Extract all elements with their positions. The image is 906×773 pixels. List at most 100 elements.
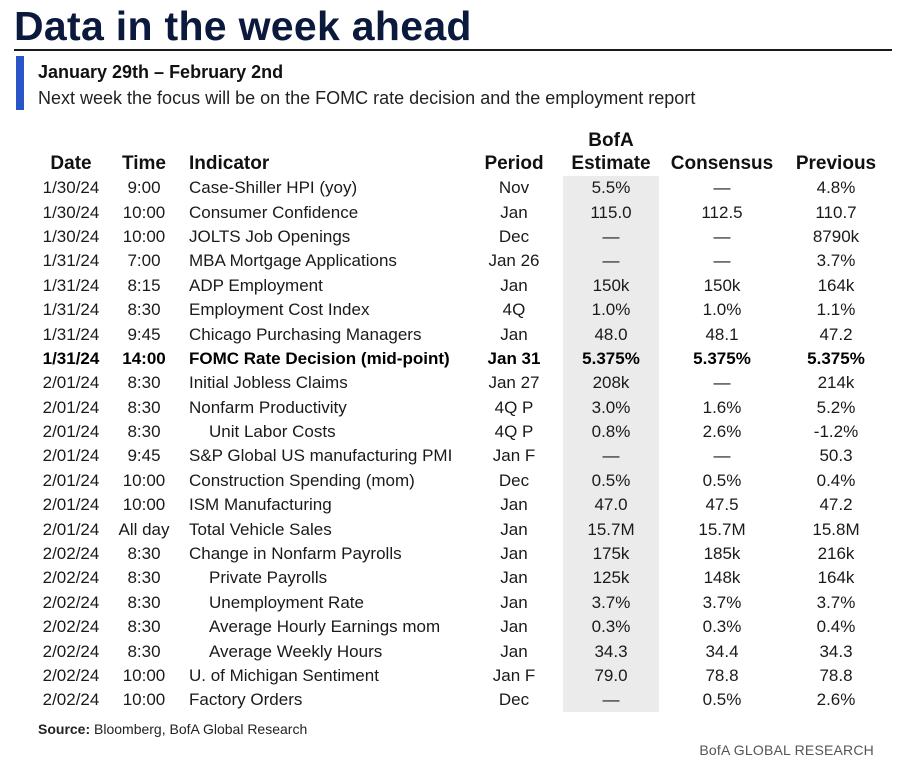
column-gap bbox=[550, 542, 560, 566]
header-consensus: Consensus bbox=[670, 153, 774, 174]
consensus-cell: 1.6% bbox=[702, 397, 742, 417]
estimate-cell: 34.3 bbox=[594, 641, 628, 661]
column-gap bbox=[102, 298, 114, 322]
date-cell: 1/30/24 bbox=[42, 178, 100, 198]
consensus-cell: — bbox=[713, 251, 731, 271]
table-row: 2/02/24 8:30 Average Hourly Earnings mom Ja… bbox=[0, 615, 884, 639]
date-range-subtitle: January 29th – February 2nd bbox=[38, 62, 284, 82]
date-cell: 2/02/24 bbox=[42, 544, 100, 564]
period-cell: Jan bbox=[500, 568, 528, 588]
date-cell: 2/01/24 bbox=[42, 373, 100, 393]
header-estimate: BofA Estimate bbox=[560, 129, 662, 175]
date-cell: 1/30/24 bbox=[42, 226, 100, 246]
estimate-cell: 0.8% bbox=[591, 422, 631, 442]
indicator-cell: JOLTS Job Openings bbox=[189, 226, 351, 246]
column-gap bbox=[550, 517, 560, 541]
column-gap bbox=[174, 615, 189, 639]
brand-footer: BofA GLOBAL RESEARCH bbox=[699, 742, 874, 758]
column-gap bbox=[0, 396, 40, 420]
indicator-cell: Factory Orders bbox=[189, 690, 303, 710]
indicator-cell: Average Weekly Hours bbox=[209, 641, 383, 661]
consensus-cell: 34.4 bbox=[705, 641, 739, 661]
consensus-cell: — bbox=[713, 226, 731, 246]
table-row: 2/01/24 8:30 Nonfarm Productivity 4Q P 3.0% 1… bbox=[0, 396, 884, 420]
time-cell: 8:30 bbox=[127, 592, 161, 612]
period-cell: Dec bbox=[498, 226, 530, 246]
time-cell: 9:00 bbox=[127, 178, 161, 198]
time-cell: 7:00 bbox=[127, 251, 161, 271]
estimate-cell: — bbox=[602, 690, 620, 710]
column-gap bbox=[102, 176, 114, 200]
source-label: Source: bbox=[38, 721, 91, 737]
period-cell: Jan bbox=[500, 617, 528, 637]
time-cell: 8:30 bbox=[127, 568, 161, 588]
column-gap bbox=[102, 566, 114, 590]
indicator-cell: Case-Shiller HPI (yoy) bbox=[189, 178, 358, 198]
column-gap bbox=[0, 225, 40, 249]
column-gap bbox=[550, 591, 560, 615]
previous-cell: 0.4% bbox=[816, 617, 856, 637]
column-gap bbox=[774, 444, 788, 468]
period-cell: Jan 31 bbox=[487, 348, 541, 368]
column-gap bbox=[174, 249, 189, 273]
column-gap bbox=[550, 444, 560, 468]
period-cell: Jan bbox=[500, 544, 528, 564]
column-gap bbox=[550, 225, 560, 249]
date-cell: 2/01/24 bbox=[42, 397, 100, 417]
date-cell: 1/31/24 bbox=[42, 251, 100, 271]
table-header: Date Time Indicator Period BofA Estimate… bbox=[0, 125, 906, 177]
previous-cell: 164k bbox=[817, 568, 855, 588]
time-cell: 8:30 bbox=[127, 397, 161, 417]
consensus-cell: 112.5 bbox=[701, 202, 743, 222]
table-row: 1/30/24 10:00 JOLTS Job Openings Dec — — 8790k bbox=[0, 225, 884, 249]
table-row: 2/02/24 10:00 Factory Orders Dec — 0.5% 2.6% bbox=[0, 688, 884, 712]
column-gap bbox=[662, 688, 670, 712]
estimate-cell: 1.0% bbox=[591, 300, 631, 320]
column-gap bbox=[0, 688, 40, 712]
column-gap bbox=[0, 591, 40, 615]
date-cell: 1/30/24 bbox=[42, 202, 100, 222]
description-text: Next week the focus will be on the FOMC … bbox=[38, 88, 696, 108]
source-note: Source: Bloomberg, BofA Global Research bbox=[38, 721, 307, 737]
date-cell: 2/02/24 bbox=[42, 666, 100, 685]
date-cell: 1/31/24 bbox=[42, 324, 100, 344]
time-cell: 8:30 bbox=[127, 641, 161, 661]
estimate-cell: 175k bbox=[592, 544, 630, 564]
column-gap bbox=[774, 200, 788, 224]
column-gap bbox=[102, 542, 114, 566]
table-row: 1/31/24 7:00 MBA Mortgage Applications Jan … bbox=[0, 249, 884, 273]
header-estimate-bottom: Estimate bbox=[571, 153, 651, 174]
estimate-cell: 79.0 bbox=[594, 666, 628, 685]
column-gap bbox=[774, 493, 788, 517]
period-cell: Dec bbox=[498, 470, 530, 490]
column-gap bbox=[174, 444, 189, 468]
previous-cell: 8790k bbox=[812, 226, 860, 246]
column-gap bbox=[0, 517, 40, 541]
indicator-cell: Change in Nonfarm Payrolls bbox=[189, 544, 402, 564]
column-gap bbox=[662, 298, 670, 322]
consensus-cell: 148k bbox=[703, 568, 741, 588]
column-gap bbox=[774, 517, 788, 541]
column-gap bbox=[774, 176, 788, 200]
estimate-cell: 3.0% bbox=[591, 397, 631, 417]
indicator-cell: Initial Jobless Claims bbox=[189, 373, 348, 393]
previous-cell: 47.2 bbox=[819, 495, 853, 515]
column-gap bbox=[0, 664, 40, 688]
column-gap bbox=[550, 566, 560, 590]
period-cell: Jan F bbox=[492, 446, 536, 466]
previous-cell: 5.375% bbox=[807, 348, 865, 368]
column-gap bbox=[0, 469, 40, 493]
column-gap bbox=[774, 347, 788, 371]
column-gap bbox=[550, 249, 560, 273]
date-cell: 2/01/24 bbox=[42, 519, 100, 539]
estimate-cell: 0.5% bbox=[591, 470, 631, 490]
column-gap bbox=[774, 469, 788, 493]
column-gap bbox=[0, 249, 40, 273]
time-cell: All day bbox=[118, 519, 170, 539]
table-row: 2/01/24 10:00 ISM Manufacturing Jan 47.0 47.5… bbox=[0, 493, 884, 517]
estimate-cell: 0.3% bbox=[591, 617, 631, 637]
period-cell: Jan bbox=[500, 495, 528, 515]
column-gap bbox=[0, 420, 40, 444]
table-row: 2/02/24 8:30 Private Payrolls Jan 125k 148k 16… bbox=[0, 566, 884, 590]
table-row: 1/31/24 14:00 FOMC Rate Decision (mid-poin… bbox=[0, 347, 884, 371]
